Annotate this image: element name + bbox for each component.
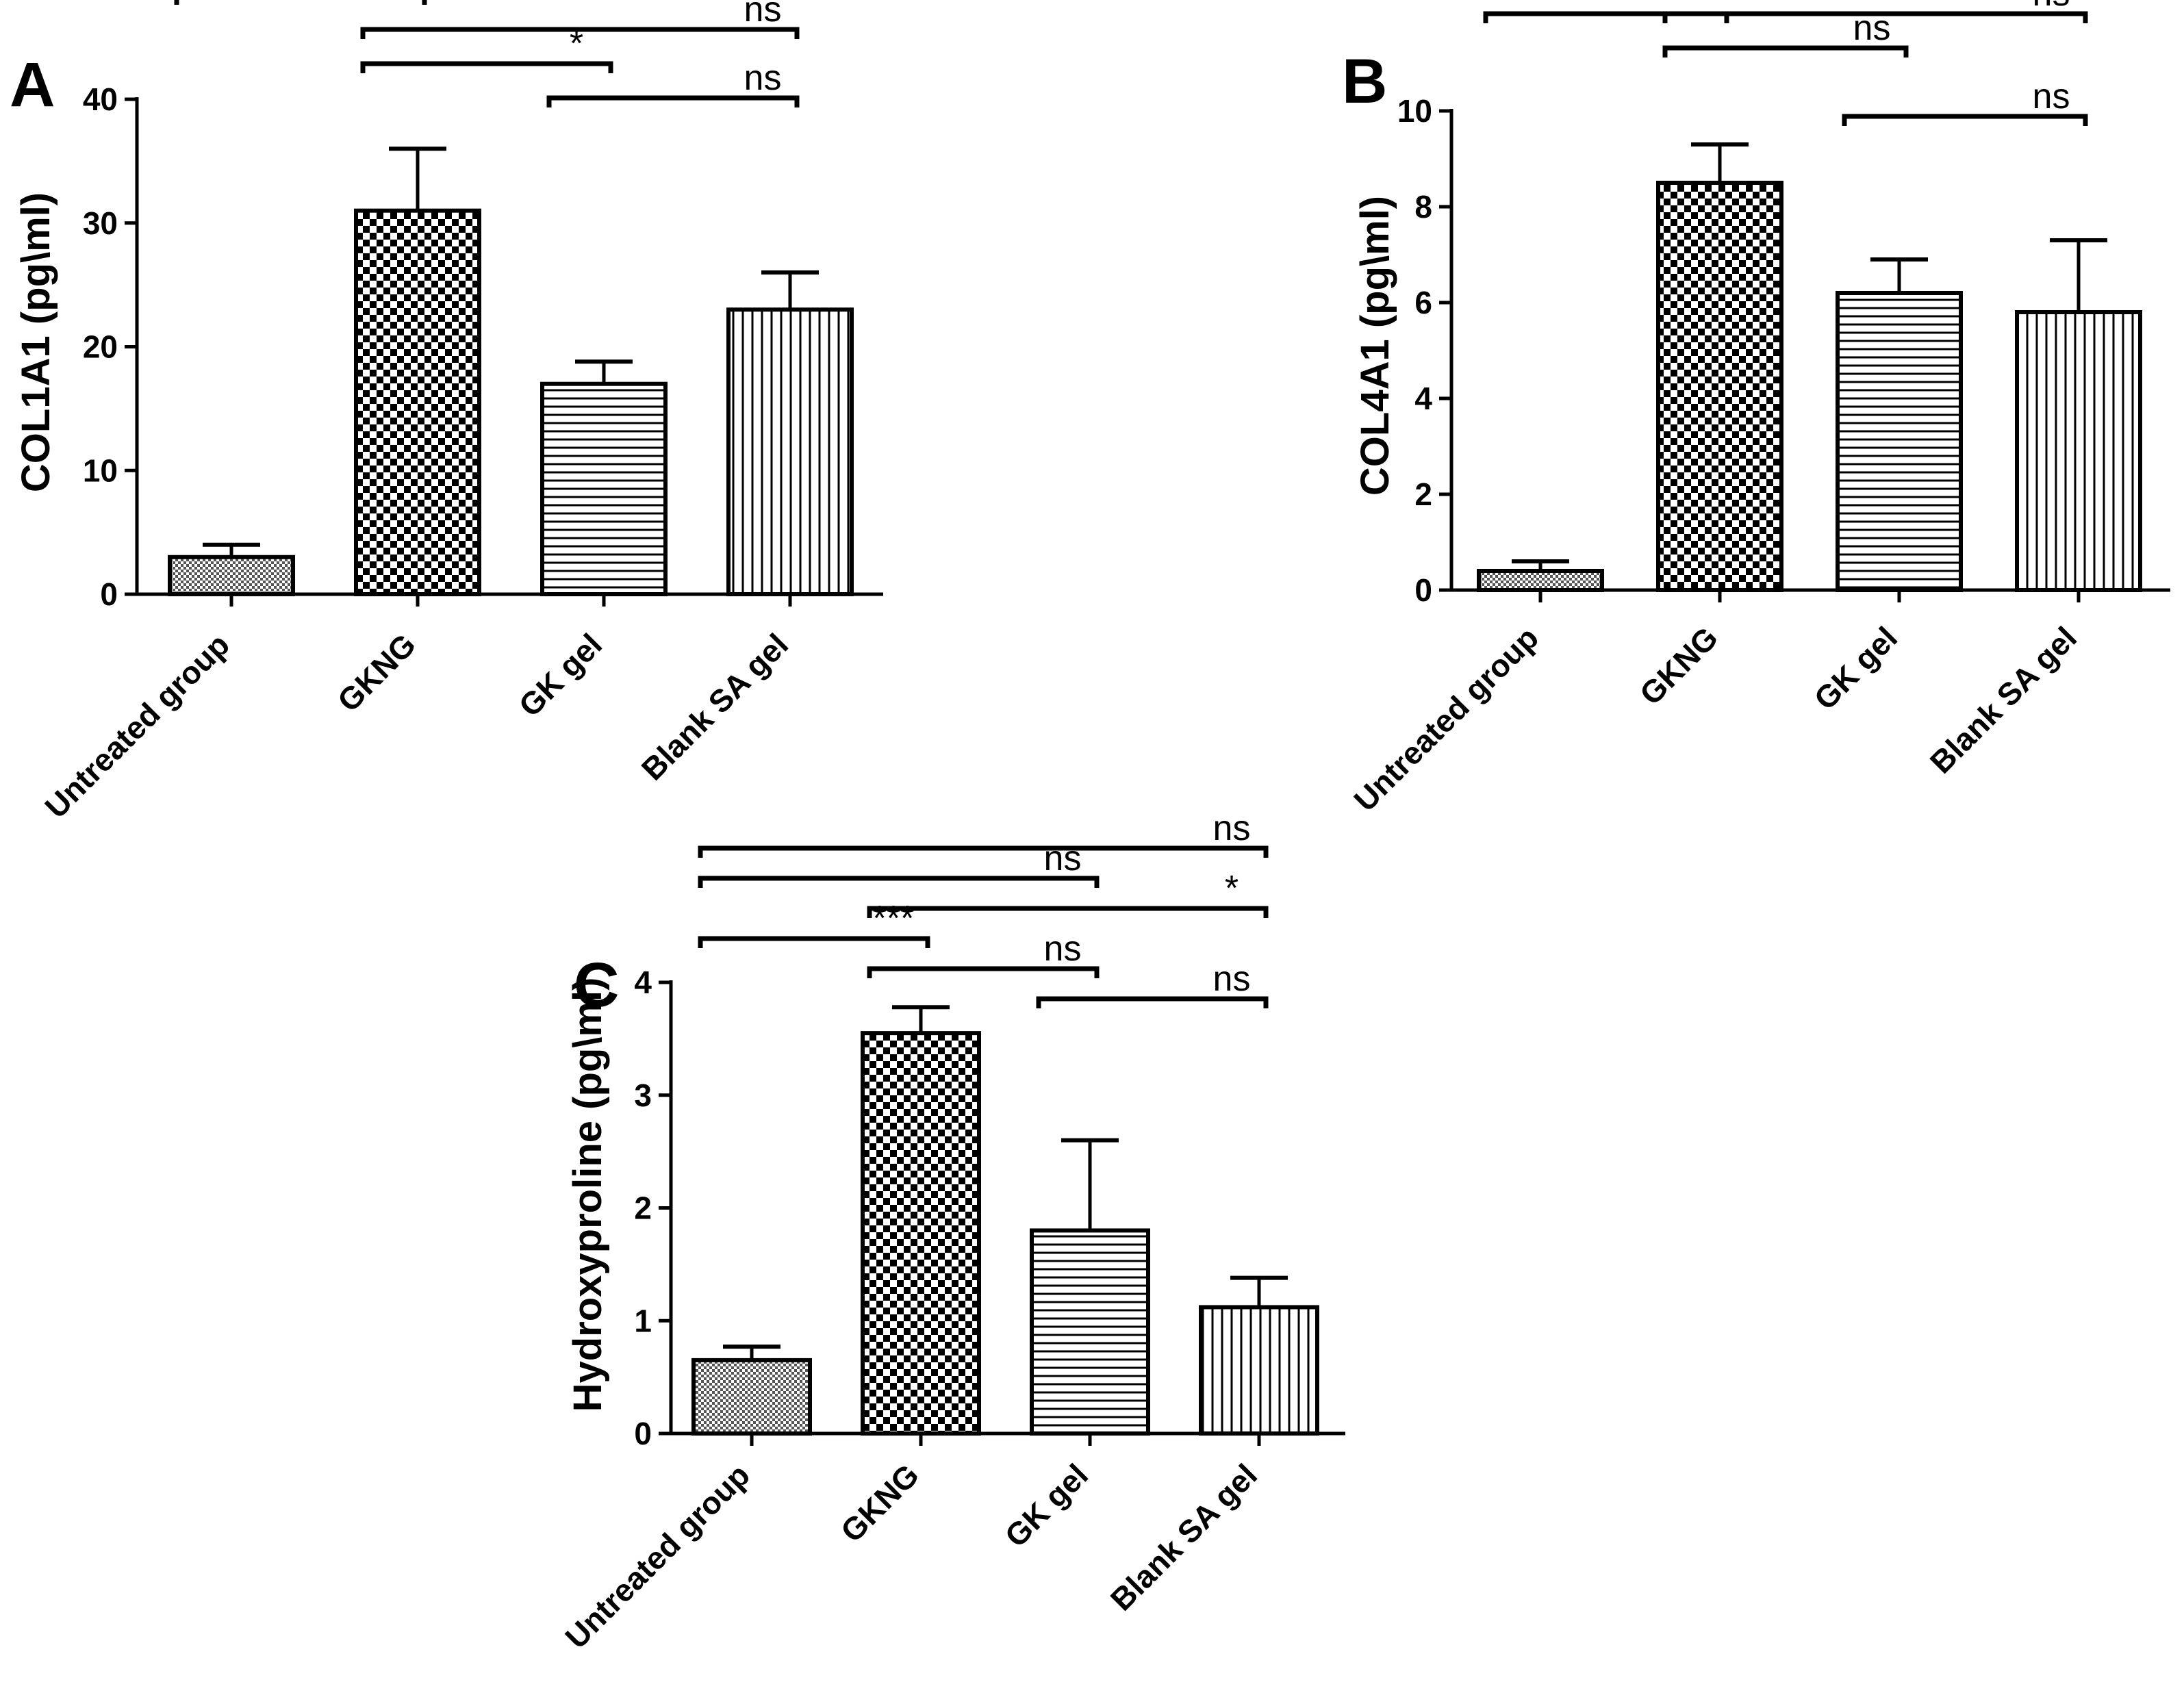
significance-bracket [1662,11,2088,23]
significance-bracket [1662,45,1909,58]
panel-letter-c: C [574,950,619,1020]
y-tick-label: 2 [1414,476,1432,512]
bar-3 [1030,1228,1150,1436]
significance-label: *** [873,899,915,939]
y-tick-label: 30 [83,205,118,241]
y-tick-label: 10 [83,453,118,488]
bar-3 [1836,291,1963,592]
y-tick-label: 40 [83,81,118,117]
y-tick-label: 2 [634,1190,652,1226]
x-tick-label: GKNG [834,1457,926,1549]
y-tick-label: 8 [1414,189,1432,225]
significance-bracket [867,966,1100,978]
x-tick-label: Blank SA gel [1923,620,2083,780]
panel-b: B COL4A1 (pg\ml) 0 2 4 6 8 10 Untreated group G… [1342,0,2170,818]
bar-4 [726,307,854,596]
significance-label: ns [744,0,782,29]
significance-label: * [570,24,583,64]
y-tick-label: 0 [100,576,118,612]
bar-2 [861,1031,981,1436]
plot-area-a: 0 10 20 30 40 Untreated group GKNG GK gel Blank … [38,0,883,825]
significance-bracket [360,27,800,39]
significance-label: ns [1044,929,1082,969]
y-tick-label: 20 [83,329,118,365]
x-tick-label: GK gel [998,1457,1095,1554]
x-tick-label: GK gel [1807,620,1904,717]
y-tick-label: 6 [1414,285,1432,320]
significance-bracket [1483,11,1729,23]
bar-2 [1656,181,1783,592]
x-tick-label: GKNG [1633,620,1725,711]
significance-label: ns [1044,839,1082,878]
plot-area-c: 0 1 2 3 4 Untreated group GKNG GK gel Blank SA g… [558,808,1345,1655]
significance-label: ns [744,58,782,98]
panel-letter-a: A [10,50,55,120]
y-tick-label: 0 [1414,572,1432,608]
y-tick-label: 3 [634,1078,652,1113]
panel-a: A COL1A1 (pg\ml) 0 10 20 30 40 Untreated grou… [10,0,883,825]
bar-1 [1477,569,1604,592]
x-tick-label: GK gel [511,626,609,724]
plot-area-b: 0 2 4 6 8 10 Untreated group GKNG GK gel Blank SA… [1347,0,2170,818]
bar-3 [540,381,668,596]
significance-bracket [698,845,1269,858]
panel-letter-b: B [1342,47,1387,116]
y-axis-label-c: Hydroxyproline (pg\ml) [566,978,610,1412]
x-tick-label: Blank SA gel [1104,1457,1264,1617]
significance-bracket [698,876,1100,888]
y-axis-label-b: COL4A1 (pg\ml) [1353,196,1397,496]
significance-bracket [546,95,800,107]
y-axis-label-a: COL1A1 (pg\ml) [14,192,58,492]
significance-label: ns [2033,0,2070,14]
bar-4 [2015,310,2142,592]
significance-label: ns [1213,959,1251,999]
significance-bracket [1036,996,1269,1008]
bar-1 [168,555,295,597]
significance-label: * [1225,869,1239,908]
significance-label: ns [1213,808,1251,848]
x-tick-label: Untreated group [558,1457,757,1655]
significance-bracket [698,936,930,948]
significance-bracket [174,0,427,5]
significance-label: ns [2033,77,2070,116]
y-tick-label: 0 [634,1416,652,1451]
bar-1 [691,1358,812,1436]
x-tick-label: GKNG [331,626,422,718]
y-tick-label: 1 [634,1303,652,1338]
bar-4 [1199,1305,1319,1436]
x-tick-label: Blank SA gel [635,626,795,787]
y-tick-label: 4 [634,965,652,1000]
panel-c: C Hydroxyproline (pg\ml) 0 1 2 3 4 Untreated … [558,808,1345,1655]
bar-2 [354,208,481,596]
significance-label: *** [1672,0,1714,14]
y-tick-label: 10 [1397,93,1432,129]
significance-label: ns [1853,8,1891,48]
significance-bracket [1842,114,2088,126]
significance-bracket [867,906,1269,918]
significance-bracket [360,61,613,73]
x-tick-label: Untreated group [1347,620,1545,818]
y-tick-label: 4 [1414,381,1432,416]
x-tick-label: Untreated group [38,626,236,825]
